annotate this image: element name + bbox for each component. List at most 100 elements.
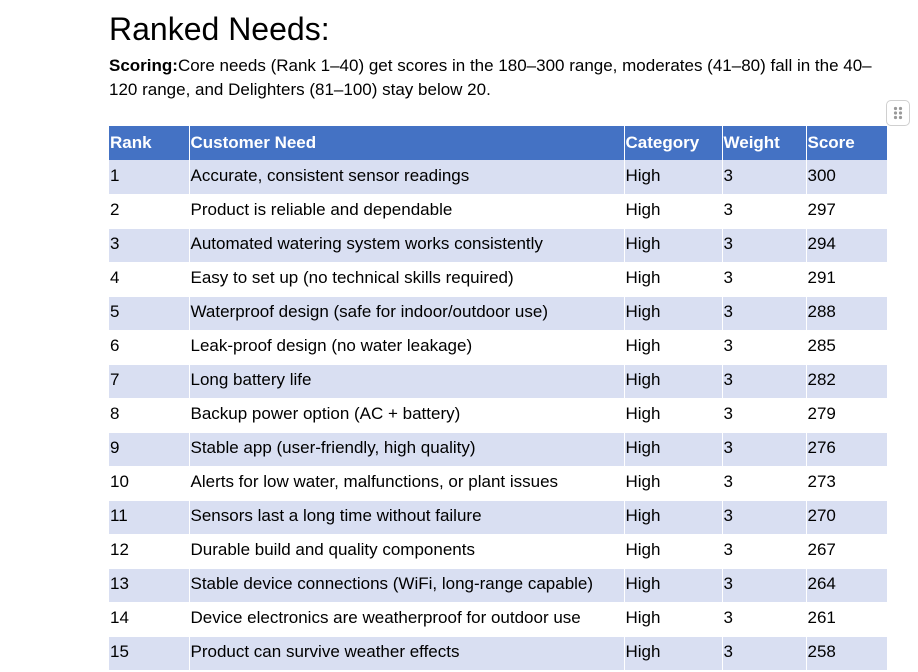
- cell-category: High: [624, 602, 723, 637]
- cell-customer-need: Sensors last a long time without failure: [189, 500, 625, 535]
- ranked-needs-table: Rank Customer Need Category Weight Score…: [109, 126, 887, 671]
- table-body: 1 Accurate, consistent sensor readings Hig…: [109, 160, 887, 671]
- table-row: 15 Product can survive weather effects Hig…: [109, 636, 887, 671]
- cell-category: High: [624, 432, 723, 467]
- table-row: 12 Durable build and quality components Hi…: [109, 534, 887, 569]
- cell-rank: 1: [109, 160, 190, 195]
- cell-category: High: [624, 296, 723, 331]
- cell-category: High: [624, 228, 723, 263]
- table-row: 6 Leak-proof design (no water leakage) Hig…: [109, 330, 887, 365]
- cell-category: High: [624, 636, 723, 671]
- cell-score: 258: [806, 636, 887, 671]
- cell-score: 282: [806, 364, 887, 399]
- cell-score: 300: [806, 160, 887, 195]
- cell-rank: 10: [109, 466, 190, 501]
- cell-category: High: [624, 500, 723, 535]
- cell-category: High: [624, 160, 723, 195]
- cell-customer-need: Backup power option (AC + battery): [189, 398, 625, 433]
- cell-rank: 7: [109, 364, 190, 399]
- table-row: 4 Easy to set up (no technical skills req…: [109, 262, 887, 297]
- table-row: 1 Accurate, consistent sensor readings Hig…: [109, 160, 887, 195]
- cell-score: 270: [806, 500, 887, 535]
- header-weight: Weight: [722, 126, 807, 160]
- scoring-text: Core needs (Rank 1–40) get scores in the…: [109, 56, 872, 99]
- cell-weight: 3: [722, 364, 807, 399]
- cell-weight: 3: [722, 228, 807, 263]
- cell-weight: 3: [722, 534, 807, 569]
- cell-category: High: [624, 262, 723, 297]
- cell-customer-need: Product is reliable and dependable: [189, 194, 625, 229]
- cell-rank: 15: [109, 636, 190, 671]
- cell-rank: 12: [109, 534, 190, 569]
- cell-customer-need: Accurate, consistent sensor readings: [189, 160, 625, 195]
- table-row: 13 Stable device connections (WiFi, long-…: [109, 568, 887, 603]
- drag-handle-icon[interactable]: [886, 100, 910, 126]
- table-row: 10 Alerts for low water, malfunctions, or…: [109, 466, 887, 501]
- cell-rank: 3: [109, 228, 190, 263]
- cell-category: High: [624, 568, 723, 603]
- cell-category: High: [624, 194, 723, 229]
- cell-customer-need: Product can survive weather effects: [189, 636, 625, 671]
- cell-score: 291: [806, 262, 887, 297]
- header-score: Score: [806, 126, 887, 160]
- cell-weight: 3: [722, 398, 807, 433]
- cell-weight: 3: [722, 194, 807, 229]
- cell-score: 288: [806, 296, 887, 331]
- table-row: 14 Device electronics are weatherproof fo…: [109, 602, 887, 637]
- cell-weight: 3: [722, 602, 807, 637]
- cell-customer-need: Alerts for low water, malfunctions, or p…: [189, 466, 625, 501]
- table-row: 8 Backup power option (AC + battery) High 3…: [109, 398, 887, 433]
- cell-category: High: [624, 534, 723, 569]
- cell-weight: 3: [722, 432, 807, 467]
- cell-customer-need: Durable build and quality components: [189, 534, 625, 569]
- cell-weight: 3: [722, 500, 807, 535]
- cell-weight: 3: [722, 568, 807, 603]
- cell-customer-need: Automated watering system works consiste…: [189, 228, 625, 263]
- cell-weight: 3: [722, 262, 807, 297]
- table-row: 2 Product is reliable and dependable High 3…: [109, 194, 887, 229]
- cell-rank: 5: [109, 296, 190, 331]
- cell-score: 261: [806, 602, 887, 637]
- cell-customer-need: Stable device connections (WiFi, long-ra…: [189, 568, 625, 603]
- cell-customer-need: Easy to set up (no technical skills requ…: [189, 262, 625, 297]
- cell-score: 267: [806, 534, 887, 569]
- header-category: Category: [624, 126, 723, 160]
- table-header-row: Rank Customer Need Category Weight Score: [109, 126, 887, 160]
- cell-category: High: [624, 466, 723, 501]
- cell-category: High: [624, 330, 723, 365]
- table-row: 5 Waterproof design (safe for indoor/outd…: [109, 296, 887, 331]
- cell-rank: 6: [109, 330, 190, 365]
- header-rank: Rank: [109, 126, 190, 160]
- cell-weight: 3: [722, 466, 807, 501]
- cell-score: 294: [806, 228, 887, 263]
- cell-weight: 3: [722, 636, 807, 671]
- cell-customer-need: Stable app (user-friendly, high quality): [189, 432, 625, 467]
- cell-customer-need: Long battery life: [189, 364, 625, 399]
- cell-rank: 9: [109, 432, 190, 467]
- cell-weight: 3: [722, 330, 807, 365]
- cell-rank: 8: [109, 398, 190, 433]
- cell-rank: 2: [109, 194, 190, 229]
- cell-rank: 4: [109, 262, 190, 297]
- cell-score: 264: [806, 568, 887, 603]
- cell-customer-need: Device electronics are weatherproof for …: [189, 602, 625, 637]
- cell-category: High: [624, 398, 723, 433]
- scoring-paragraph: Scoring:Core needs (Rank 1–40) get score…: [109, 54, 879, 102]
- cell-score: 297: [806, 194, 887, 229]
- header-customer-need: Customer Need: [189, 126, 625, 160]
- page-title: Ranked Needs:: [109, 11, 330, 47]
- cell-score: 285: [806, 330, 887, 365]
- cell-rank: 13: [109, 568, 190, 603]
- table-row: 3 Automated watering system works consist…: [109, 228, 887, 263]
- cell-rank: 14: [109, 602, 190, 637]
- cell-weight: 3: [722, 296, 807, 331]
- cell-weight: 3: [722, 160, 807, 195]
- cell-rank: 11: [109, 500, 190, 535]
- cell-category: High: [624, 364, 723, 399]
- cell-customer-need: Leak-proof design (no water leakage): [189, 330, 625, 365]
- scoring-label: Scoring:: [109, 56, 178, 75]
- table-row: 11 Sensors last a long time without failu…: [109, 500, 887, 535]
- cell-customer-need: Waterproof design (safe for indoor/outdo…: [189, 296, 625, 331]
- table-row: 7 Long battery life High 3 282: [109, 364, 887, 399]
